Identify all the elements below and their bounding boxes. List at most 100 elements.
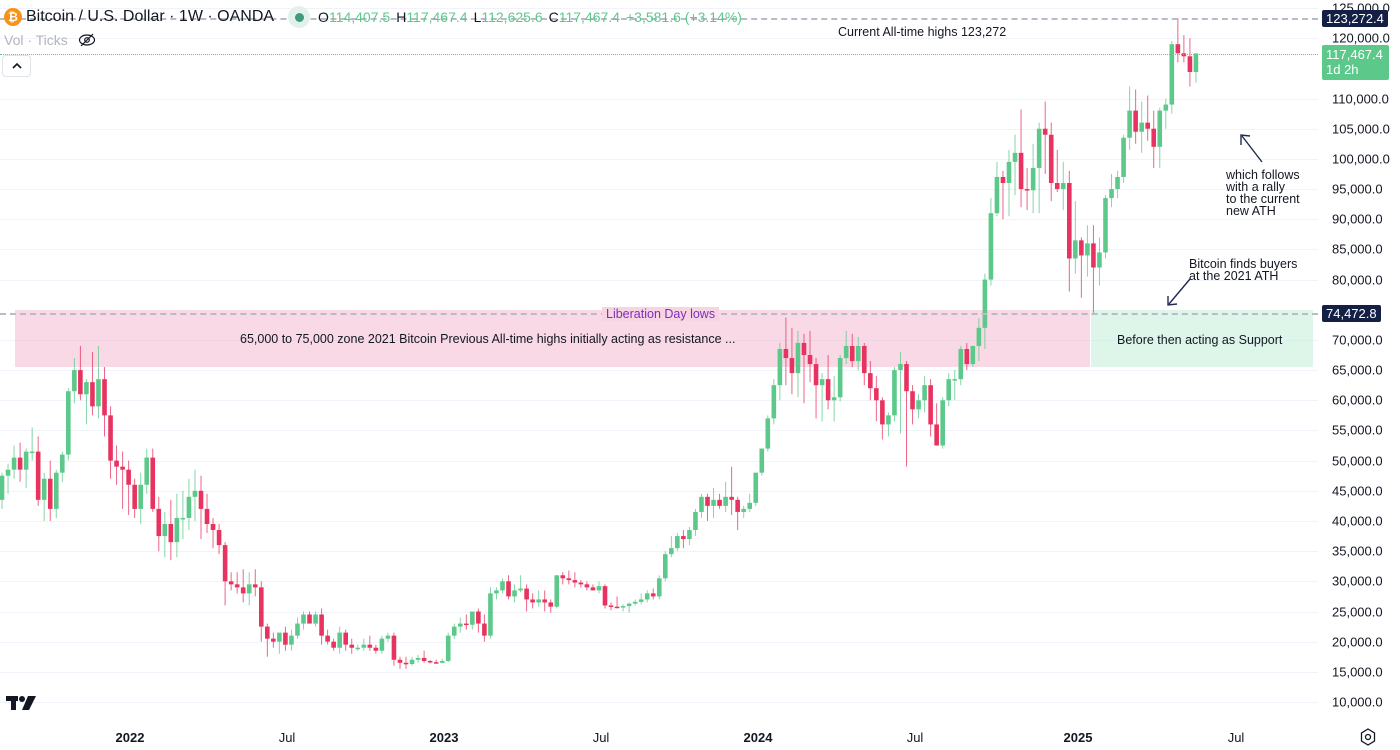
candle[interactable]: [1085, 243, 1090, 256]
rally-annotation[interactable]: which follows with a rally to the curren…: [1226, 169, 1300, 218]
candle[interactable]: [355, 647, 361, 650]
candle[interactable]: [476, 611, 481, 624]
candle[interactable]: [307, 614, 312, 624]
settings-icon[interactable]: [1360, 728, 1376, 746]
candle[interactable]: [192, 490, 198, 497]
candle[interactable]: [41, 478, 47, 500]
candle[interactable]: [1145, 122, 1150, 129]
candle[interactable]: [650, 593, 656, 597]
candle[interactable]: [108, 415, 113, 461]
candle[interactable]: [952, 379, 958, 381]
candle[interactable]: [868, 373, 873, 389]
candle[interactable]: [84, 382, 89, 395]
candle[interactable]: [1006, 161, 1012, 184]
candle[interactable]: [831, 397, 837, 401]
candle[interactable]: [421, 657, 427, 661]
candle[interactable]: [699, 496, 704, 512]
candle[interactable]: [506, 581, 511, 597]
candle[interactable]: [789, 358, 795, 374]
candle[interactable]: [445, 635, 451, 661]
candle[interactable]: [1024, 189, 1030, 191]
candle[interactable]: [916, 400, 921, 410]
candle[interactable]: [162, 523, 168, 537]
time-axis[interactable]: 2022 Jul 2023 Jul 2024 Jul 2025 Jul: [0, 722, 1400, 750]
candle[interactable]: [210, 523, 216, 531]
candle[interactable]: [53, 472, 59, 509]
tradingview-logo-icon[interactable]: [6, 694, 38, 712]
chart-pane[interactable]: Current All-time highs 123,272 Liberatio…: [0, 0, 1318, 722]
candle[interactable]: [427, 660, 433, 663]
candle[interactable]: [1030, 167, 1036, 191]
candle[interactable]: [813, 364, 819, 386]
candle[interactable]: [11, 457, 17, 470]
candle[interactable]: [72, 370, 77, 392]
rally-arrow-icon[interactable]: [1234, 128, 1270, 168]
candle[interactable]: [228, 581, 234, 585]
candle[interactable]: [325, 635, 330, 642]
candle[interactable]: [319, 614, 324, 636]
candle[interactable]: [144, 457, 150, 485]
candle[interactable]: [283, 632, 288, 645]
candle[interactable]: [277, 632, 282, 642]
candle[interactable]: [892, 370, 897, 416]
candle[interactable]: [608, 605, 614, 607]
candle[interactable]: [759, 448, 765, 473]
candle[interactable]: [1048, 134, 1054, 184]
candle[interactable]: [578, 582, 584, 585]
candle[interactable]: [500, 581, 505, 591]
candle[interactable]: [837, 358, 843, 398]
candle[interactable]: [240, 587, 246, 594]
candle[interactable]: [156, 508, 162, 537]
candle[interactable]: [1018, 152, 1024, 190]
candle[interactable]: [982, 279, 988, 328]
candle[interactable]: [855, 345, 861, 362]
candle[interactable]: [1169, 44, 1175, 105]
candle[interactable]: [451, 626, 457, 636]
candle[interactable]: [1103, 198, 1108, 253]
candle[interactable]: [439, 660, 445, 663]
candle[interactable]: [849, 345, 855, 362]
candle[interactable]: [560, 575, 566, 579]
candle[interactable]: [934, 424, 939, 446]
candle[interactable]: [602, 586, 608, 606]
candle[interactable]: [1187, 56, 1193, 72]
candle[interactable]: [596, 586, 602, 591]
candle[interactable]: [379, 638, 385, 651]
candle[interactable]: [373, 647, 379, 651]
candle[interactable]: [1157, 110, 1163, 147]
candle[interactable]: [904, 364, 909, 392]
candle[interactable]: [928, 385, 933, 425]
candle[interactable]: [524, 588, 529, 600]
liberation-day-label[interactable]: Liberation Day lows: [602, 307, 720, 321]
candle[interactable]: [403, 662, 409, 665]
candle[interactable]: [494, 590, 499, 594]
candle[interactable]: [126, 469, 131, 485]
candle[interactable]: [1151, 128, 1157, 147]
candle[interactable]: [96, 379, 101, 407]
symbol-title[interactable]: Bitcoin / U.S. Dollar · 1W · OANDA: [26, 8, 275, 25]
candle[interactable]: [343, 632, 349, 645]
candle[interactable]: [120, 466, 125, 470]
candle[interactable]: [313, 614, 318, 624]
candle[interactable]: [638, 599, 644, 602]
candle[interactable]: [0, 475, 5, 500]
candle[interactable]: [584, 584, 590, 588]
candle[interactable]: [78, 370, 83, 395]
candle[interactable]: [29, 451, 35, 454]
candle[interactable]: [940, 400, 945, 446]
candle[interactable]: [958, 348, 964, 380]
candle[interactable]: [1133, 110, 1138, 132]
candle[interactable]: [735, 499, 740, 512]
candle[interactable]: [795, 342, 801, 374]
candle[interactable]: [644, 593, 650, 600]
candle[interactable]: [222, 545, 228, 582]
candle[interactable]: [1060, 183, 1066, 190]
candle[interactable]: [1042, 128, 1048, 135]
candle[interactable]: [711, 499, 716, 506]
candle[interactable]: [626, 603, 632, 607]
candle[interactable]: [922, 385, 927, 401]
candle[interactable]: [747, 502, 753, 509]
candle[interactable]: [717, 499, 722, 506]
candle[interactable]: [409, 659, 415, 665]
volume-indicator-legend[interactable]: Vol · Ticks: [4, 32, 96, 48]
